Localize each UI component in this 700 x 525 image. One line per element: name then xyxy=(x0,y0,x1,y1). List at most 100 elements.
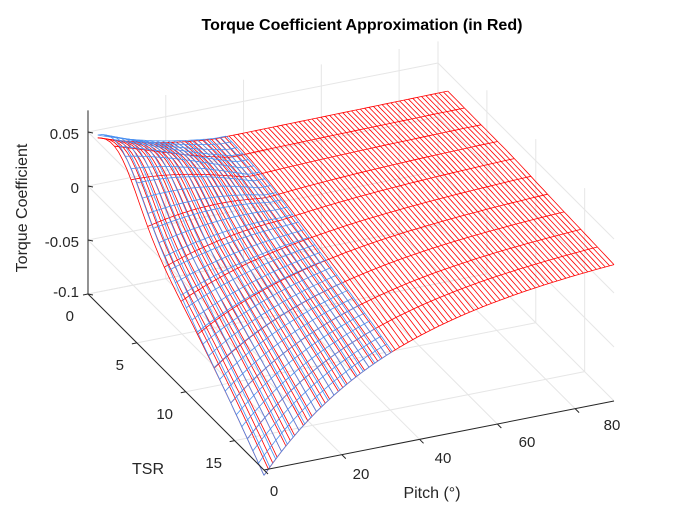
mesh-line-tsr xyxy=(153,199,282,229)
mesh-line-tsr xyxy=(125,155,254,169)
mesh-line-tsr xyxy=(108,135,238,151)
wall-grid-line xyxy=(87,170,439,241)
mesh-line-tsr xyxy=(197,259,326,333)
x-tick-mark xyxy=(341,454,347,460)
mesh-line-pitch xyxy=(355,109,523,293)
mesh-line-tsr xyxy=(175,229,304,284)
z-tick-label: -0.1 xyxy=(53,284,79,301)
x-tick-label: 80 xyxy=(604,417,621,434)
floor-grid-line xyxy=(136,273,487,344)
wall-grid-line xyxy=(437,224,615,402)
mesh-line-tsr xyxy=(180,236,310,296)
z-tick-labels: 0.05 0 -0.05 -0.1 xyxy=(45,126,79,301)
mesh-line-tsr xyxy=(164,214,293,257)
mesh-line-tsr xyxy=(219,289,349,380)
mesh-line-tsr xyxy=(252,335,382,452)
wall-grid-line xyxy=(437,62,615,240)
wall-grid-line xyxy=(87,62,439,133)
y-tick-label: 5 xyxy=(116,357,124,374)
mesh-line-pitch xyxy=(443,91,610,267)
z-tick-mark xyxy=(87,239,94,242)
z-tick-label: 0.05 xyxy=(50,126,79,143)
y-tick-label: 15 xyxy=(205,455,222,472)
mesh-line-tsr xyxy=(169,221,299,271)
x-tick-mark xyxy=(419,438,424,444)
x-tick-label: 60 xyxy=(519,434,536,451)
mesh-line-pitch xyxy=(325,116,492,304)
mesh-line-tsr xyxy=(224,297,354,392)
mesh-line-pitch xyxy=(425,95,593,271)
mesh-line-pitch xyxy=(351,110,519,295)
y-tick-mark xyxy=(131,342,137,345)
mesh-line-pitch xyxy=(368,107,536,289)
mesh-line-pitch xyxy=(364,107,532,290)
y-tick-label: 0 xyxy=(66,308,74,325)
x-tick-mark xyxy=(574,408,580,414)
mesh-line-tsr xyxy=(213,282,343,368)
y-tick-mark xyxy=(229,440,235,443)
mesh-line-pitch xyxy=(434,93,602,269)
mesh-line-tsr xyxy=(147,192,277,214)
mesh-line-tsr xyxy=(119,146,249,163)
y-tick-labels: 0 5 10 15 xyxy=(66,308,222,472)
z-tick-label: -0.05 xyxy=(45,234,79,251)
mesh-line-pitch xyxy=(338,113,505,299)
surface-meshes xyxy=(97,90,615,476)
z-tick-mark xyxy=(87,131,94,134)
x-tick-label: 20 xyxy=(353,466,370,483)
z-tick-mark xyxy=(87,185,94,188)
wall-grid-line xyxy=(437,116,615,294)
mesh-line-tsr xyxy=(114,139,243,157)
x-tick-mark xyxy=(263,469,269,475)
chart-title: Torque Coefficient Approximation (in Red… xyxy=(202,17,523,34)
x-axis-line xyxy=(263,400,615,471)
mesh-line-pitch xyxy=(316,117,484,308)
mesh-line-tsr xyxy=(208,274,338,357)
wall-grid-line xyxy=(87,224,439,295)
x-tick-labels: 0 20 40 60 80 xyxy=(270,417,621,500)
floor-grid-line xyxy=(234,371,585,442)
mesh-line-tsr xyxy=(202,267,332,345)
y-tick-mark xyxy=(180,391,186,394)
mesh-line-tsr xyxy=(103,134,232,145)
mesh-line-tsr xyxy=(136,176,265,184)
mesh-line-tsr xyxy=(258,343,388,464)
mesh-line-pitch xyxy=(360,108,527,292)
mesh-line-pitch xyxy=(329,115,497,302)
mesh-line-tsr xyxy=(191,252,321,321)
x-axis-label: Pitch (°) xyxy=(403,485,460,502)
y-tick-mark xyxy=(82,293,89,296)
mesh-line-tsr xyxy=(130,166,260,175)
mesh-line-tsr xyxy=(130,124,482,181)
mesh-line-tsr xyxy=(247,328,376,440)
mesh-line-pitch xyxy=(97,137,265,476)
floor-grid-line xyxy=(185,322,536,393)
mesh-line-pitch xyxy=(320,116,488,306)
wall-grid-line xyxy=(87,239,265,417)
mesh-line-tsr xyxy=(141,185,271,199)
y-tick-label: 10 xyxy=(156,406,173,423)
mesh-line-tsr xyxy=(235,312,365,416)
x-tick-label: 40 xyxy=(435,450,452,467)
mesh-line-pitch xyxy=(333,114,501,301)
mesh-line-tsr xyxy=(197,193,548,335)
mesh-line-pitch xyxy=(416,97,584,274)
mesh-line-tsr xyxy=(158,206,288,244)
z-axis-label: Torque Coefficient xyxy=(14,143,31,272)
z-tick-label: 0 xyxy=(71,180,79,197)
axes xyxy=(82,110,615,475)
mesh-line-tsr xyxy=(186,244,315,309)
mesh-line-tsr xyxy=(147,141,498,227)
mesh-line-pitch xyxy=(438,92,606,268)
mesh-line-pitch xyxy=(233,134,400,348)
mesh-line-pitch xyxy=(176,141,344,388)
mesh-line-tsr xyxy=(263,351,393,476)
mesh-line-tsr xyxy=(230,305,360,404)
mesh-line-pitch xyxy=(346,111,514,296)
mesh-line-tsr xyxy=(241,320,371,427)
x-tick-label: 0 xyxy=(270,483,278,500)
mesh-line-pitch xyxy=(430,94,597,270)
mesh-line-pitch xyxy=(298,121,466,315)
